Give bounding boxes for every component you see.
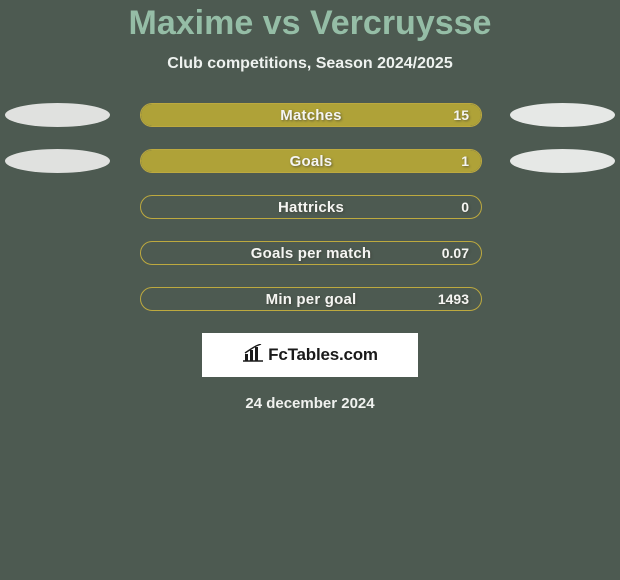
date-text: 24 december 2024	[0, 395, 620, 412]
bar-value: 1	[461, 150, 469, 172]
right-ellipse	[510, 149, 615, 173]
stats-card: Maxime vs Vercruysse Club competitions, …	[0, 0, 620, 412]
stat-bar: Goals1	[140, 149, 482, 173]
left-ellipse	[5, 103, 110, 127]
bar-value: 1493	[438, 288, 469, 310]
stat-rows: Matches15 Goals1 Hattricks0 Goals per match…	[0, 103, 620, 311]
page-subtitle: Club competitions, Season 2024/2025	[0, 55, 620, 73]
stat-row: Goals1	[0, 149, 620, 173]
stat-row: Min per goal1493	[0, 287, 620, 311]
bar-label: Goals	[141, 150, 481, 172]
bar-value: 0.07	[442, 242, 469, 264]
stat-row: Hattricks0	[0, 195, 620, 219]
stat-bar: Min per goal1493	[140, 287, 482, 311]
bar-value: 0	[461, 196, 469, 218]
logo-box: FcTables.com	[202, 333, 418, 377]
bar-value: 15	[453, 104, 469, 126]
stat-row: Matches15	[0, 103, 620, 127]
page-title: Maxime vs Vercruysse	[0, 4, 620, 43]
right-ellipse	[510, 103, 615, 127]
stat-bar: Hattricks0	[140, 195, 482, 219]
stat-bar: Goals per match0.07	[140, 241, 482, 265]
bar-label: Goals per match	[141, 242, 481, 264]
stat-row: Goals per match0.07	[0, 241, 620, 265]
bar-label: Min per goal	[141, 288, 481, 310]
logo-text: FcTables.com	[268, 345, 378, 365]
bar-chart-icon	[242, 344, 264, 367]
stat-bar: Matches15	[140, 103, 482, 127]
bar-label: Matches	[141, 104, 481, 126]
left-ellipse	[5, 149, 110, 173]
bar-label: Hattricks	[141, 196, 481, 218]
